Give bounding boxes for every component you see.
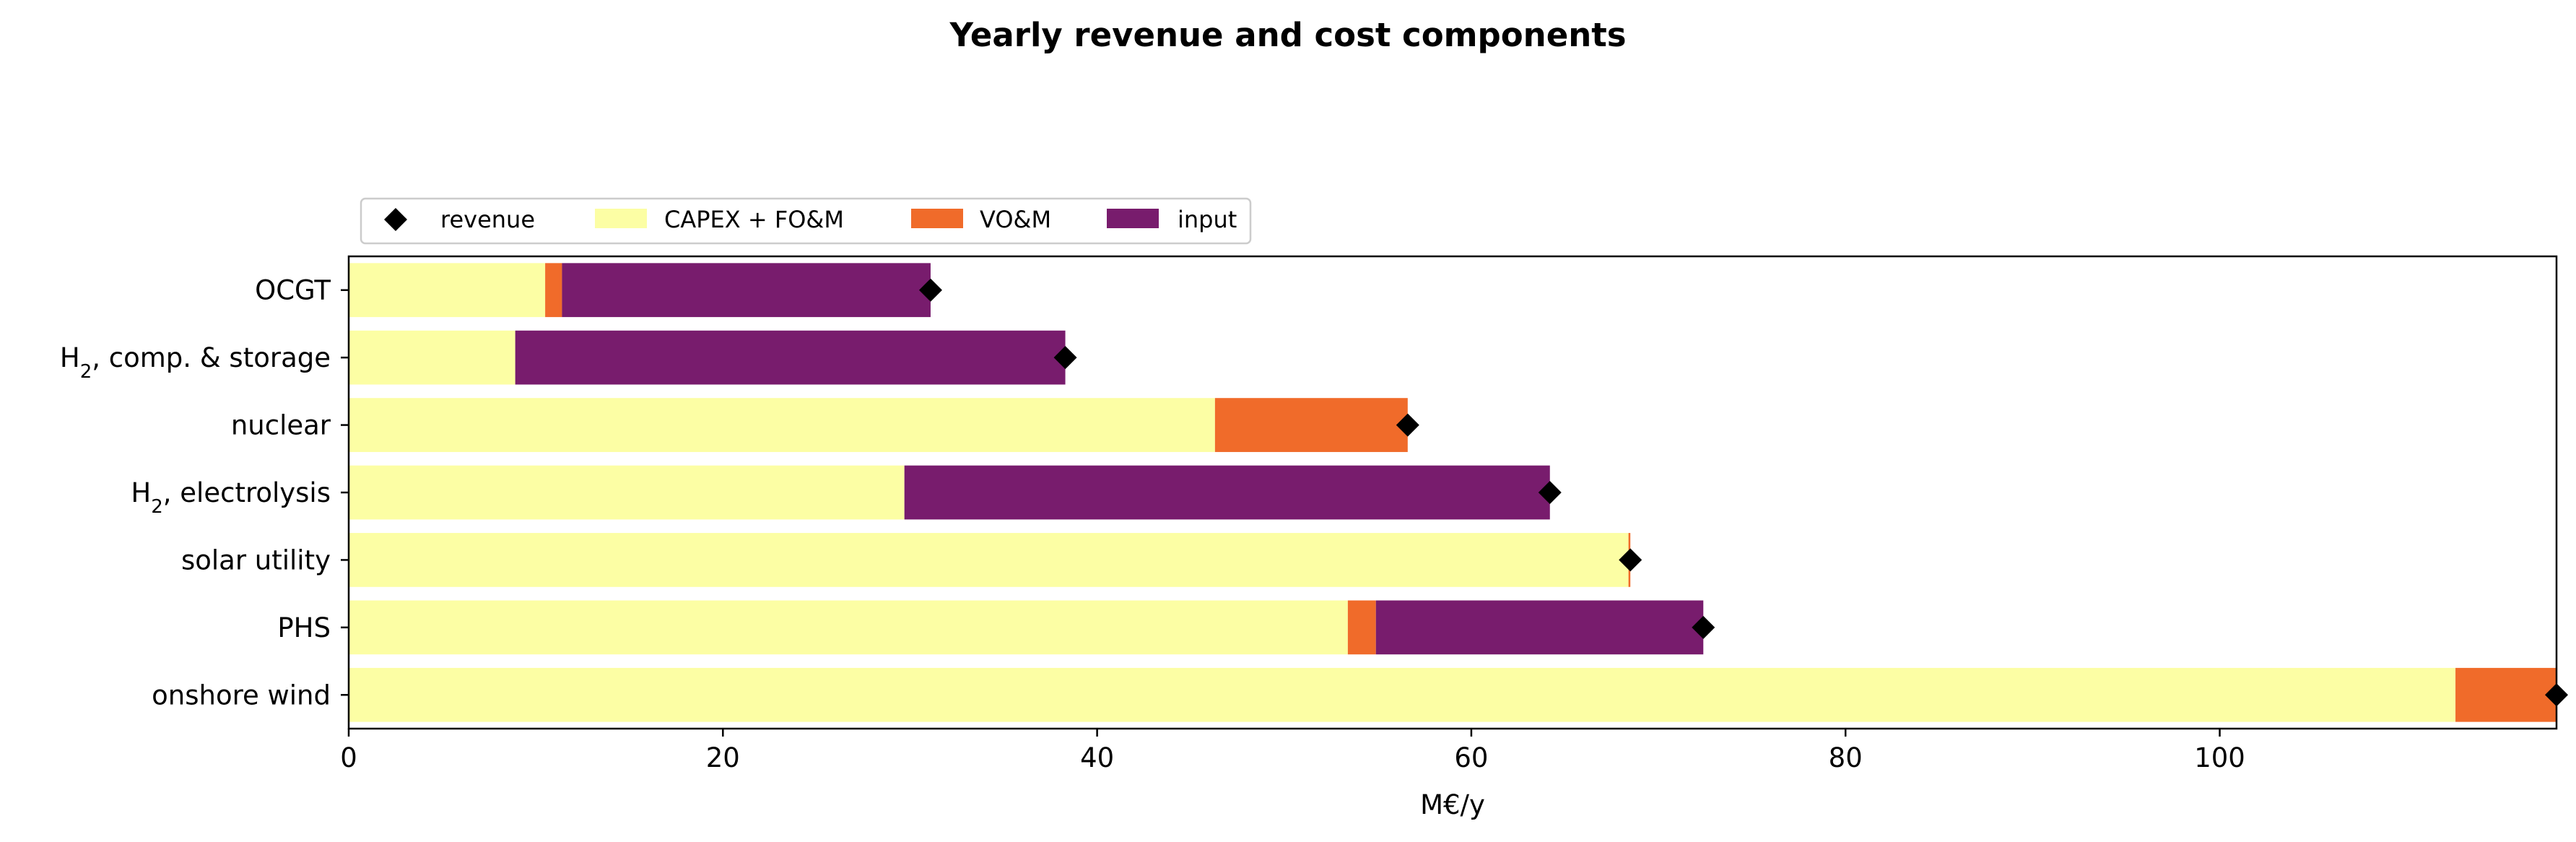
y-tick-label-onshore-wind: onshore wind (152, 680, 331, 711)
revenue-marker-solar-utility (1619, 548, 1642, 572)
bars-layer (349, 263, 2557, 722)
y-tick-label-ocgt: OCGT (255, 275, 331, 306)
bar-onshore-wind-vo-m (2455, 667, 2557, 722)
bar-h-comp-storage-input (515, 330, 1066, 385)
bar-h-electrolysis-capex-fo-m (349, 465, 905, 520)
legend-swatch-capex (595, 209, 647, 228)
revenue-marker-h-comp-storage (1053, 346, 1077, 370)
legend-frame (360, 197, 1252, 245)
revenue-marker-phs (1692, 615, 1715, 639)
bar-h-electrolysis-input (904, 465, 1550, 520)
x-tick-label-100: 100 (2194, 742, 2245, 773)
bar-phs-input (1375, 600, 1704, 655)
x-tick-label-20: 20 (706, 742, 740, 773)
bar-solar-utility-capex-fo-m (349, 533, 1629, 587)
legend-swatch-vom (911, 209, 963, 228)
bar-ocgt-capex-fo-m (349, 263, 546, 318)
bar-h-comp-storage-capex-fo-m (349, 330, 515, 385)
revenue-markers-layer (918, 278, 2568, 707)
legend-label-input: input (1178, 206, 1237, 233)
legend-label-vom: VO&M (980, 206, 1051, 233)
legend-label-revenue: revenue (440, 206, 535, 233)
bar-nuclear-vo-m (1214, 398, 1408, 452)
bar-phs-vo-m (1347, 600, 1376, 655)
x-tick-label-60: 60 (1454, 742, 1488, 773)
bar-onshore-wind-capex-fo-m (349, 667, 2456, 722)
y-tick-label-phs: PHS (277, 612, 331, 643)
legend: revenue CAPEX + FO&M VO&M input (360, 197, 1252, 245)
bar-phs-capex-fo-m (349, 600, 1348, 655)
legend-label-capex: CAPEX + FO&M (664, 206, 844, 233)
x-axis-label: M€/y (1420, 789, 1485, 820)
revenue-marker-h-electrolysis (1538, 481, 1562, 504)
revenue-marker-ocgt (918, 278, 942, 302)
legend-swatch-input (1107, 209, 1159, 228)
legend-revenue-marker (384, 208, 407, 231)
y-tick-label-nuclear: nuclear (231, 410, 331, 441)
bar-ocgt-vo-m (545, 263, 562, 318)
y-tick-label-h-comp-storage: H2, comp. & storage (60, 342, 331, 383)
y-tick-label-h-electrolysis: H2, electrolysis (131, 477, 331, 518)
y-tick-label-solar-utility: solar utility (181, 544, 331, 576)
chart-title: Yearly revenue and cost components (949, 16, 1626, 54)
bar-nuclear-capex-fo-m (349, 398, 1215, 452)
bar-ocgt-input (562, 263, 931, 318)
x-tick-label-40: 40 (1080, 742, 1114, 773)
x-tick-label-80: 80 (1829, 742, 1863, 773)
x-axis: 0 20 40 60 80 100 (340, 729, 2245, 773)
revenue-marker-nuclear (1396, 413, 1419, 437)
x-tick-label-0: 0 (340, 742, 357, 773)
y-axis: OCGT H2, comp. & storage nuclear H2, electr… (60, 275, 349, 711)
